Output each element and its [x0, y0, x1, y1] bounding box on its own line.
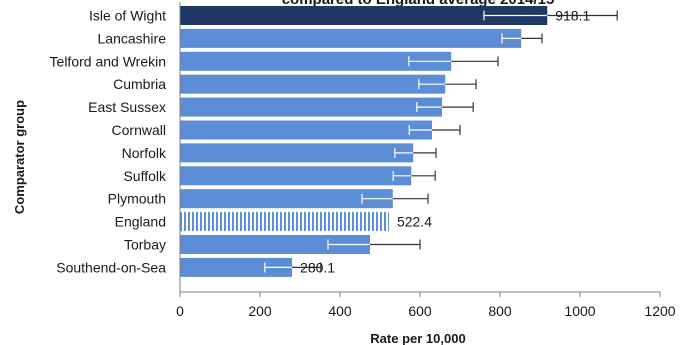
x-axis: 0 200 400 600 800 1000 1200: [176, 2, 676, 319]
error-bar-outer-lancashire: [521, 33, 543, 44]
error-bar-outer-telford-and-wrekin: [451, 56, 499, 67]
data-label-southend-on-sea: 280.1: [300, 259, 335, 275]
category-label-southend-on-sea: Southend-on-Sea: [56, 259, 166, 275]
category-label-isle-of-wight: Isle of Wight: [89, 8, 166, 24]
bar-suffolk: [180, 166, 412, 186]
error-bar-outer-suffolk: [411, 170, 436, 181]
category-label-suffolk: Suffolk: [123, 168, 167, 184]
y-axis-title: Comparator group: [12, 100, 27, 214]
bar-torbay: [180, 235, 370, 254]
bar-england: [180, 212, 389, 232]
error-bar-outer-isle-of-wight: [547, 10, 618, 21]
x-tick-label-0: 0: [176, 303, 184, 319]
bar-east-sussex: [180, 97, 442, 117]
bar-norfolk: [180, 143, 414, 163]
x-tick-label-600: 600: [408, 303, 432, 319]
x-tick-label-1200: 1200: [644, 303, 675, 319]
bar-plymouth: [180, 189, 393, 209]
category-label-norfolk: Norfolk: [122, 145, 167, 161]
category-label-cornwall: Cornwall: [112, 122, 166, 138]
x-tick-label-1000: 1000: [564, 303, 595, 319]
bar-telford-and-wrekin: [180, 51, 452, 71]
error-bar-outer-cornwall: [432, 125, 461, 135]
category-label-plymouth: Plymouth: [108, 191, 166, 207]
bar-cornwall: [180, 120, 432, 140]
bar-cumbria: [180, 74, 446, 94]
error-bar-outer-east-sussex: [442, 102, 474, 113]
x-tick-label-400: 400: [328, 303, 352, 319]
category-labels: Isle of Wight Lancashire Telford and Wreki…: [50, 8, 167, 276]
bar-lancashire: [180, 28, 522, 48]
error-bar-outer-southend-on-sea: [292, 262, 322, 273]
category-label-telford-and-wrekin: Telford and Wrekin: [50, 53, 166, 69]
bars-layer: 918.1 522.4 280.1: [180, 6, 618, 277]
data-label-isle-of-wight: 918.1: [555, 8, 590, 24]
bar-isle-of-wight: [180, 6, 548, 25]
category-label-england: England: [115, 214, 166, 230]
error-bar-outer-plymouth: [392, 193, 429, 204]
x-axis-title: Rate per 10,000: [370, 331, 465, 345]
error-bar-outer-torbay: [370, 239, 421, 250]
category-label-cumbria: Cumbria: [113, 76, 166, 92]
bar-southend-on-sea: [180, 257, 293, 277]
data-label-england: 522.4: [397, 214, 432, 230]
x-tick-label-800: 800: [488, 303, 512, 319]
category-label-east-sussex: East Sussex: [88, 99, 166, 115]
error-bar-outer-norfolk: [413, 147, 437, 158]
error-bar-outer-cumbria: [445, 79, 477, 90]
category-label-torbay: Torbay: [124, 237, 166, 253]
chart-title: compared to England average 2014/15: [282, 0, 555, 8]
x-tick-label-200: 200: [248, 303, 272, 319]
category-label-lancashire: Lancashire: [98, 30, 167, 46]
